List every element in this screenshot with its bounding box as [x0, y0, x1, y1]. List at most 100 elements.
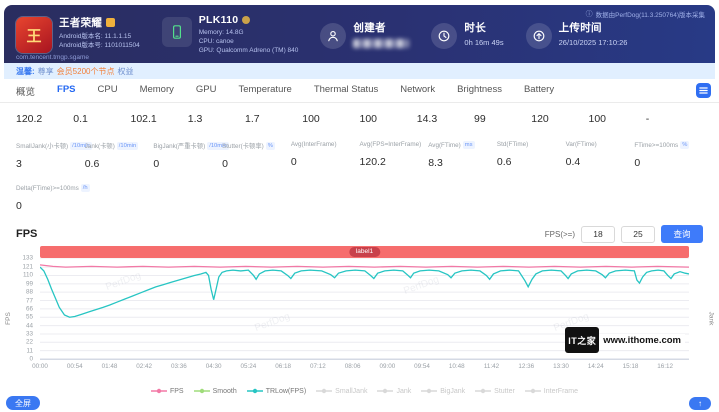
- tab-memory[interactable]: Memory: [139, 83, 174, 95]
- y-tick-44: 44: [25, 322, 33, 330]
- tab-network[interactable]: Network: [400, 83, 436, 95]
- stat-value-6: 100: [359, 113, 378, 125]
- legend-item-jank[interactable]: Jank: [377, 387, 411, 395]
- y-axis-title-right: Jank: [707, 311, 715, 325]
- x-tick-10-48: 10:48: [448, 363, 465, 370]
- stat-label-text: Avg(FPS=InterFrame): [359, 141, 422, 148]
- collector-note: ⓘ 数据由PerfDog(11.3.250764)版本采集: [586, 9, 705, 19]
- legend-item-stutter[interactable]: Stutter: [475, 387, 515, 395]
- x-tick-12-36: 12:36: [518, 363, 535, 370]
- stat-label-text: Avg(InterFrame): [290, 141, 337, 148]
- fps-chart-svg: [40, 258, 689, 359]
- stat-label: Var(FTime): [566, 141, 635, 148]
- stat-avg-interframe: Avg(InterFrame) 0: [291, 141, 360, 170]
- y-tick-99: 99: [25, 280, 33, 288]
- stat-std-ftime: Std(FTime) 0.6: [497, 141, 566, 170]
- legend-marker-icon: [524, 388, 541, 394]
- x-tick-00-00: 00:00: [32, 363, 48, 370]
- legend-item-smooth[interactable]: Smooth: [193, 387, 237, 395]
- stat-label: Jank(卡顿)/10min: [85, 141, 154, 150]
- tab-gpu[interactable]: GPU: [195, 83, 217, 95]
- x-tick-05-24: 05:24: [240, 363, 257, 370]
- x-tick-14-24: 14:24: [587, 363, 604, 370]
- game-version-name: Android版本名: 11.1.1.15: [59, 33, 132, 40]
- game-version-code: Android版本号: 1101011504: [59, 42, 140, 49]
- y-axis-title-left: FPS: [4, 311, 12, 325]
- unit-badge: %: [265, 141, 275, 150]
- stat-value-4: 1.7: [245, 113, 260, 125]
- y-tick-66: 66: [25, 305, 33, 313]
- notice-prefix: 温馨:: [16, 66, 35, 76]
- metric-tabbar: 概览 FPS CPU Memory GPU Temperature Thermal Stat…: [0, 79, 719, 103]
- stat-avg-fps-interframe: Avg(FPS=InterFrame) 120.2: [360, 141, 429, 170]
- x-tick-15-18: 15:18: [622, 363, 639, 370]
- stat-label-text: Std(FTime): [496, 141, 529, 148]
- legend-label: TRLow(FPS): [265, 387, 307, 395]
- phone-icon: [161, 16, 192, 47]
- stat-value-1: 0.1: [73, 113, 88, 125]
- device-info-section: PLK110 Memory: 14.8G CPU: canoe GPU: Qua…: [161, 14, 298, 55]
- ithome-logo: IT之家: [565, 327, 600, 353]
- stat-label: FTime>=100ms%: [634, 141, 703, 149]
- legend-marker-icon: [421, 388, 438, 394]
- device-cpu: CPU: canoe: [198, 37, 234, 45]
- legend-item-fps[interactable]: FPS: [150, 387, 184, 395]
- tab-temperature[interactable]: Temperature: [238, 83, 292, 95]
- tab-item[interactable]: 概览: [16, 86, 36, 98]
- fps-chart-plot[interactable]: PerfDog PerfDog PerfDog PerfDog 133 121 11…: [22, 255, 689, 363]
- upload-time-label: 上传时间: [558, 21, 602, 34]
- tab-battery[interactable]: Battery: [523, 83, 555, 95]
- legend-label: Stutter: [494, 387, 515, 395]
- legend-label: Jank: [396, 387, 412, 395]
- stat-value-9: 120: [531, 113, 549, 125]
- report-menu-icon[interactable]: [696, 83, 711, 98]
- legend-label: BigJank: [440, 387, 466, 395]
- info-icon: ⓘ: [585, 11, 593, 18]
- fullscreen-button[interactable]: 全屏: [6, 396, 40, 410]
- tab-cpu[interactable]: CPU: [97, 83, 118, 95]
- unit-badge: /10min: [70, 141, 92, 150]
- legend-label: SmallJank: [335, 387, 368, 395]
- tab-fps[interactable]: FPS: [57, 83, 76, 95]
- ithome-site-text: www.ithome.com: [599, 333, 685, 347]
- stat-value: 0: [290, 156, 297, 168]
- y-tick-0: 0: [29, 355, 33, 363]
- x-tick-00-54: 00:54: [66, 363, 83, 370]
- game-badge-icon: [106, 18, 116, 27]
- stat-label: BigJank(严重卡顿)/10min: [153, 141, 229, 150]
- notice-highlight: 会员5200个节点: [56, 66, 115, 76]
- fps-threshold-input-2[interactable]: [621, 225, 655, 243]
- notice-bar: 温馨: 尊享 会员5200个节点 权益: [4, 63, 715, 79]
- stat-bigjank: BigJank(严重卡顿)/10min 0: [153, 141, 229, 170]
- stat-label-text: BigJank(严重卡顿): [153, 143, 206, 150]
- x-tick-06-18: 06:18: [275, 363, 292, 370]
- legend-item-interframe[interactable]: InterFrame: [524, 387, 578, 395]
- fps-filter-controls: FPS(>=) 查询: [545, 225, 703, 243]
- creator-label: 创建者: [353, 21, 386, 34]
- stat-label: Std(FTime): [497, 141, 566, 148]
- fps-section-header: FPS FPS(>=) 查询: [16, 224, 703, 244]
- legend-item-smalljank[interactable]: SmallJank: [316, 387, 367, 395]
- tab-thermal-status[interactable]: Thermal Status: [313, 83, 379, 95]
- back-to-top-button[interactable]: ↑: [689, 397, 711, 410]
- stat-delta-ftime-label: Delta(FTime)>=100ms: [16, 184, 79, 192]
- stat-jank: Jank(卡顿)/10min 0.6: [85, 141, 154, 170]
- stat-value: 0: [222, 158, 228, 170]
- game-info-section: 王 王者荣耀 Android版本名: 11.1.1.15 Android版本号:…: [16, 15, 140, 53]
- game-icon-glyph: 王: [26, 27, 42, 45]
- legend-item-trlow-fps[interactable]: TRLow(FPS): [246, 387, 307, 395]
- y-tick-55: 55: [25, 313, 33, 321]
- legend-item-bigjank[interactable]: BigJank: [421, 387, 465, 395]
- ithome-watermark: IT之家 www.ithome.com: [565, 327, 685, 353]
- stats-row-2: SmallJank(小卡顿)/10min 3 Jank(卡顿)/10min 0.6 Bi…: [16, 141, 703, 170]
- legend-marker-icon: [377, 388, 394, 394]
- tab-brightness[interactable]: Brightness: [457, 83, 502, 95]
- upload-time-value: 26/10/2025 17:10:26: [558, 37, 628, 47]
- stat-value-2: 102.1: [130, 113, 157, 125]
- notice-suffix: 权益: [117, 66, 134, 76]
- y-tick-88: 88: [25, 288, 33, 296]
- game-title: 王者荣耀: [59, 17, 103, 29]
- query-button[interactable]: 查询: [661, 225, 703, 243]
- fps-threshold-input-1[interactable]: [581, 225, 615, 243]
- upload-icon: [525, 22, 552, 49]
